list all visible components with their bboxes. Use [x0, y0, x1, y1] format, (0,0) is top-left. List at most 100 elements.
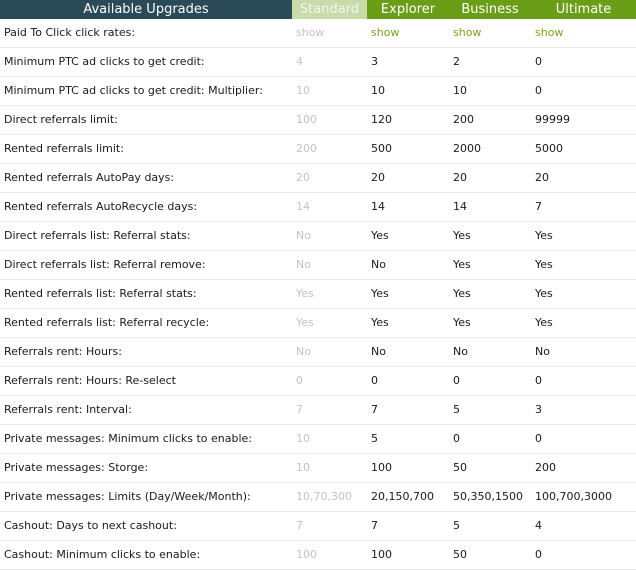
value-explorer: 20,150,700 [367, 483, 449, 512]
value-explorer: 7 [367, 512, 449, 541]
value-business: 50 [449, 454, 531, 483]
value-standard: 100 [292, 106, 367, 135]
value-standard: 14 [292, 193, 367, 222]
value-explorer: Yes [367, 280, 449, 309]
feature-label: Direct referrals list: Referral remove: [0, 251, 292, 280]
plan-header-business: Business [449, 0, 531, 19]
feature-label: Rented referrals AutoPay days: [0, 164, 292, 193]
show-link-business[interactable]: show [449, 19, 531, 48]
value-ultimate: 0 [531, 541, 636, 570]
value-business: 50,350,1500 [449, 483, 531, 512]
feature-label: Rented referrals list: Referral recycle: [0, 309, 292, 338]
feature-label: Private messages: Storge: [0, 454, 292, 483]
feature-label: Rented referrals limit: [0, 135, 292, 164]
value-business: 20 [449, 164, 531, 193]
plan-header-explorer: Explorer [367, 0, 449, 19]
value-ultimate: 0 [531, 367, 636, 396]
feature-label: Private messages: Limits (Day/Week/Month… [0, 483, 292, 512]
value-standard: No [292, 251, 367, 280]
value-business: 14 [449, 193, 531, 222]
value-ultimate: 3 [531, 396, 636, 425]
value-business: 0 [449, 425, 531, 454]
value-business: 0 [449, 367, 531, 396]
value-explorer: No [367, 338, 449, 367]
show-link-standard[interactable]: show [292, 19, 367, 48]
value-ultimate: 99999 [531, 106, 636, 135]
value-explorer: No [367, 251, 449, 280]
value-standard: Yes [292, 309, 367, 338]
value-explorer: 120 [367, 106, 449, 135]
value-standard: 20 [292, 164, 367, 193]
value-standard: No [292, 222, 367, 251]
feature-label: Rented referrals AutoRecycle days: [0, 193, 292, 222]
value-standard: 10 [292, 454, 367, 483]
value-ultimate: 7 [531, 193, 636, 222]
value-standard: 10 [292, 425, 367, 454]
feature-label: Rented referrals list: Referral stats: [0, 280, 292, 309]
value-standard: 7 [292, 396, 367, 425]
value-business: Yes [449, 280, 531, 309]
value-ultimate: Yes [531, 251, 636, 280]
value-business: Yes [449, 251, 531, 280]
value-ultimate: Yes [531, 222, 636, 251]
feature-label: Referrals rent: Interval: [0, 396, 292, 425]
value-business: 2000 [449, 135, 531, 164]
feature-label: Minimum PTC ad clicks to get credit: Mul… [0, 77, 292, 106]
value-ultimate: Yes [531, 309, 636, 338]
value-ultimate: 0 [531, 425, 636, 454]
value-explorer: 0 [367, 367, 449, 396]
value-explorer: 20 [367, 164, 449, 193]
feature-label: Cashout: Minimum clicks to enable: [0, 541, 292, 570]
value-standard: 4 [292, 48, 367, 77]
value-standard: No [292, 338, 367, 367]
value-explorer: 5 [367, 425, 449, 454]
value-ultimate: No [531, 338, 636, 367]
value-business: Yes [449, 222, 531, 251]
feature-label: Referrals rent: Hours: [0, 338, 292, 367]
value-explorer: Yes [367, 222, 449, 251]
value-business: 5 [449, 512, 531, 541]
value-explorer: 500 [367, 135, 449, 164]
feature-label: Cashout: Days to next cashout: [0, 512, 292, 541]
value-standard: 0 [292, 367, 367, 396]
value-explorer: Yes [367, 309, 449, 338]
value-standard: 100 [292, 541, 367, 570]
feature-label: Direct referrals list: Referral stats: [0, 222, 292, 251]
value-explorer: 7 [367, 396, 449, 425]
value-ultimate: 4 [531, 512, 636, 541]
value-standard: 7 [292, 512, 367, 541]
value-ultimate: 0 [531, 77, 636, 106]
value-business: 2 [449, 48, 531, 77]
plan-header-standard: Standard [292, 0, 367, 19]
value-business: 200 [449, 106, 531, 135]
value-explorer: 14 [367, 193, 449, 222]
feature-label: Paid To Click click rates: [0, 19, 292, 48]
value-ultimate: 5000 [531, 135, 636, 164]
feature-label: Direct referrals limit: [0, 106, 292, 135]
value-ultimate: 20 [531, 164, 636, 193]
value-ultimate: 0 [531, 48, 636, 77]
value-business: 50 [449, 541, 531, 570]
value-ultimate: Yes [531, 280, 636, 309]
plan-header-ultimate: Ultimate [531, 0, 636, 19]
value-standard: 10,70,300 [292, 483, 367, 512]
value-standard: Yes [292, 280, 367, 309]
show-link-explorer[interactable]: show [367, 19, 449, 48]
feature-label: Private messages: Minimum clicks to enab… [0, 425, 292, 454]
value-business: 5 [449, 396, 531, 425]
value-explorer: 100 [367, 541, 449, 570]
feature-label: Minimum PTC ad clicks to get credit: [0, 48, 292, 77]
value-explorer: 10 [367, 77, 449, 106]
show-link-ultimate[interactable]: show [531, 19, 636, 48]
value-business: No [449, 338, 531, 367]
value-standard: 200 [292, 135, 367, 164]
value-business: Yes [449, 309, 531, 338]
value-ultimate: 100,700,3000 [531, 483, 636, 512]
table-title: Available Upgrades [0, 0, 292, 19]
feature-label: Referrals rent: Hours: Re-select [0, 367, 292, 396]
value-ultimate: 200 [531, 454, 636, 483]
value-business: 10 [449, 77, 531, 106]
value-standard: 10 [292, 77, 367, 106]
value-explorer: 3 [367, 48, 449, 77]
